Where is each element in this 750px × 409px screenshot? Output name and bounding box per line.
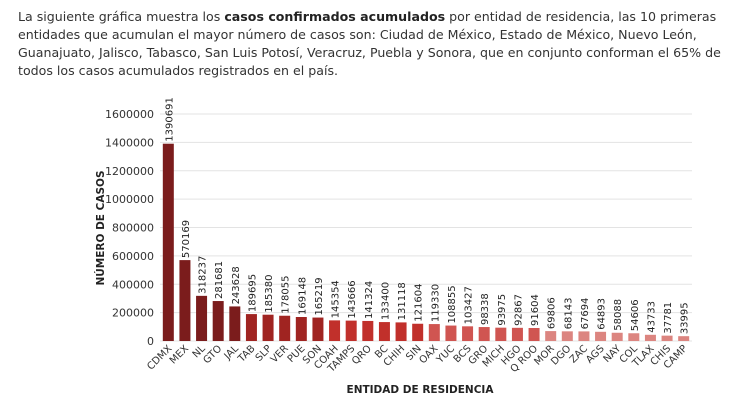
data-label: 570169 xyxy=(181,220,192,258)
data-label: 169148 xyxy=(297,277,308,315)
bar-ags xyxy=(595,331,607,341)
data-label: 108855 xyxy=(447,285,458,323)
bar-mich xyxy=(495,327,507,341)
x-tick-label: QRO xyxy=(350,343,374,367)
bar-zac xyxy=(578,331,590,341)
bar-ver xyxy=(279,315,291,341)
y-tick-label: 0 xyxy=(147,335,154,348)
bar-camp xyxy=(678,336,690,341)
y-tick-label: 800000 xyxy=(112,222,154,235)
x-tick-label: GTO xyxy=(201,343,224,366)
data-label: 131118 xyxy=(397,282,408,320)
bar-mex xyxy=(179,260,191,341)
data-label: 58088 xyxy=(613,299,624,331)
data-label: 185380 xyxy=(264,275,275,313)
bar-cdmx xyxy=(162,143,174,341)
bar-q-roo xyxy=(528,328,540,341)
data-label: 121604 xyxy=(414,284,425,322)
bar-qro xyxy=(362,320,374,341)
data-label: 189695 xyxy=(247,274,258,312)
x-axis-label: ENTIDAD DE RESIDENCIA xyxy=(347,384,495,396)
bar-coah xyxy=(329,320,341,341)
data-label: 1390691 xyxy=(164,97,175,142)
bar-tlax xyxy=(644,334,656,341)
y-axis-label: NÚMERO DE CASOS xyxy=(94,170,107,285)
bar-oax xyxy=(428,324,440,341)
data-label: 67694 xyxy=(580,298,591,330)
bar-tab xyxy=(245,314,257,341)
data-label: 69806 xyxy=(547,297,558,329)
data-label: 68143 xyxy=(563,298,574,330)
data-label: 281681 xyxy=(214,261,225,299)
bar-hgo xyxy=(511,327,523,341)
y-tick-label: 1000000 xyxy=(105,193,154,206)
data-label: 43733 xyxy=(646,301,657,333)
bar-pue xyxy=(295,317,307,341)
bar-sin xyxy=(412,323,424,341)
bar-chih xyxy=(395,322,407,341)
data-label: 318237 xyxy=(198,256,209,294)
y-tick-label: 200000 xyxy=(112,307,154,320)
data-label: 103427 xyxy=(464,286,475,324)
y-tick-label: 400000 xyxy=(112,278,154,291)
data-label: 119330 xyxy=(430,284,441,322)
data-label: 145354 xyxy=(331,280,342,318)
x-tick-label: MEX xyxy=(168,343,191,366)
y-tick-label: 1400000 xyxy=(105,136,154,149)
data-label: 141324 xyxy=(364,281,375,319)
intro-text-rest: por entidad de residencia, las 10 primer… xyxy=(18,9,721,78)
bar-tamps xyxy=(345,320,357,341)
data-label: 98338 xyxy=(480,293,491,325)
bar-mor xyxy=(545,331,557,341)
data-label: 33995 xyxy=(680,302,691,334)
bar-nay xyxy=(611,332,623,341)
intro-text: La siguiente gráfica muestra los xyxy=(18,9,225,24)
bar-gro xyxy=(478,327,490,341)
bar-gto xyxy=(212,301,224,341)
data-label: 91604 xyxy=(530,294,541,326)
data-label: 54606 xyxy=(630,299,641,331)
bar-chis xyxy=(661,335,673,341)
bar-dgo xyxy=(561,331,573,341)
intro-paragraph: La siguiente gráfica muestra los casos c… xyxy=(18,8,738,80)
bar-son xyxy=(312,317,324,341)
data-label: 93975 xyxy=(497,294,508,326)
y-tick-label: 1600000 xyxy=(105,108,154,121)
bar-bcs xyxy=(462,326,474,341)
data-label: 133400 xyxy=(380,282,391,320)
data-label: 143666 xyxy=(347,280,358,318)
data-label: 178055 xyxy=(281,276,292,314)
bar-bc xyxy=(378,322,390,341)
bar-col xyxy=(628,333,640,341)
bar-slp xyxy=(262,314,274,341)
y-tick-label: 600000 xyxy=(112,250,154,263)
bar-yuc xyxy=(445,325,457,341)
y-tick-label: 1200000 xyxy=(105,165,154,178)
bar-jal xyxy=(229,306,241,341)
data-label: 165219 xyxy=(314,277,325,315)
data-label: 92867 xyxy=(513,294,524,326)
data-label: 64893 xyxy=(597,298,608,330)
data-label: 243628 xyxy=(231,266,242,304)
data-label: 37781 xyxy=(663,302,674,334)
bar-nl xyxy=(196,295,208,341)
intro-bold-text: casos confirmados acumulados xyxy=(224,9,446,24)
